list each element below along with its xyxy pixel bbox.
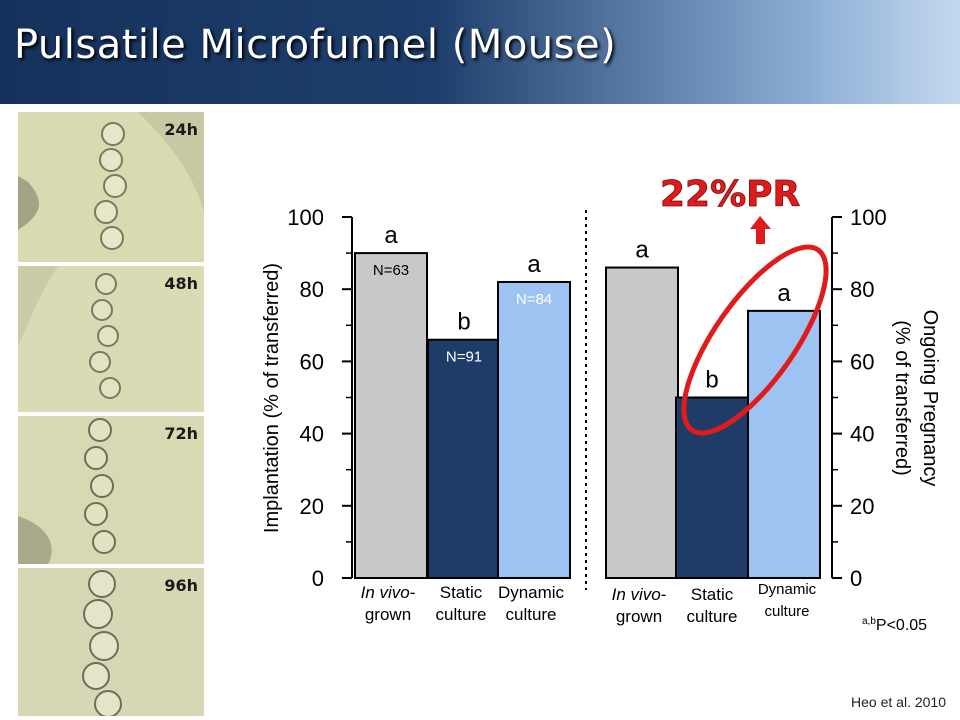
time-label: 48h <box>164 274 198 293</box>
category-label: Static <box>691 585 734 604</box>
left-y-tick-label: 100 <box>287 205 324 230</box>
right-y-tick-label: 60 <box>850 349 874 374</box>
significance-letter: a <box>777 280 791 307</box>
up-arrow-icon <box>750 216 771 244</box>
category-label: Static <box>440 583 483 602</box>
right-y-tick-label: 80 <box>850 277 874 302</box>
citation: Heo et al. 2010 <box>851 694 946 710</box>
right-y-tick-label: 40 <box>850 422 874 447</box>
left-y-tick-label: 40 <box>300 422 324 447</box>
significance-letter: a <box>527 251 541 278</box>
significance-letter: a <box>635 237 649 264</box>
significance-letter: b <box>705 367 718 394</box>
left-y-axis-label: Implantation (% of transferred) <box>261 263 283 533</box>
category-label: culture <box>764 603 809 620</box>
left-y-tick-label: 80 <box>300 277 324 302</box>
category-label: In vivo- <box>361 583 416 602</box>
highlight-ellipse <box>681 244 829 436</box>
left-y-tick-label: 0 <box>312 566 324 591</box>
embryo-image-24h: 24h <box>18 112 204 262</box>
significance-note: a,bP<0.05 <box>862 616 927 634</box>
significance-letter: a <box>384 222 398 249</box>
embryo-micrograph <box>18 416 204 564</box>
time-label: 72h <box>164 424 198 443</box>
right-y-tick-label: 100 <box>850 205 887 230</box>
category-label: Dynamic <box>758 581 817 598</box>
bar-implantation <box>497 280 571 579</box>
category-label: grown <box>616 607 662 626</box>
embryo-image-96h: 96h <box>18 568 204 716</box>
category-label: culture <box>505 605 556 624</box>
embryo-micrograph <box>18 112 204 262</box>
sample-size-label: N=63 <box>373 262 409 279</box>
right-y-tick-label: 20 <box>850 494 874 519</box>
embryo-image-48h: 48h <box>18 266 204 412</box>
embryo-image-72h: 72h <box>18 416 204 564</box>
bar-ongoing-pregnancy <box>605 266 679 579</box>
left-y-tick-label: 20 <box>300 494 324 519</box>
time-label: 96h <box>164 576 198 595</box>
sample-size-label: N=84 <box>516 291 552 308</box>
bar-implantation <box>354 252 428 579</box>
right-y-axis-label: Ongoing Pregnancy <box>919 310 941 487</box>
category-label: grown <box>365 605 411 624</box>
pr-label: 22%PR <box>660 174 800 215</box>
category-label: culture <box>435 605 486 624</box>
category-label: Dynamic <box>498 583 565 602</box>
bar-implantation <box>427 338 501 579</box>
category-label: In vivo- <box>612 585 667 604</box>
right-y-tick-label: 0 <box>850 566 862 591</box>
title-bar: Pulsatile Microfunnel (Mouse) <box>0 0 960 104</box>
time-label: 24h <box>164 120 198 139</box>
embryo-micrograph <box>18 266 204 412</box>
significance-letter: b <box>457 309 470 336</box>
bar-ongoing-pregnancy <box>747 309 821 579</box>
sample-size-label: N=91 <box>446 349 482 366</box>
slide-title: Pulsatile Microfunnel (Mouse) <box>14 22 617 68</box>
embryo-micrograph <box>18 568 204 716</box>
right-y-axis-label: (% of transferred) <box>891 320 913 476</box>
left-y-tick-label: 60 <box>300 349 324 374</box>
category-label: culture <box>686 607 737 626</box>
